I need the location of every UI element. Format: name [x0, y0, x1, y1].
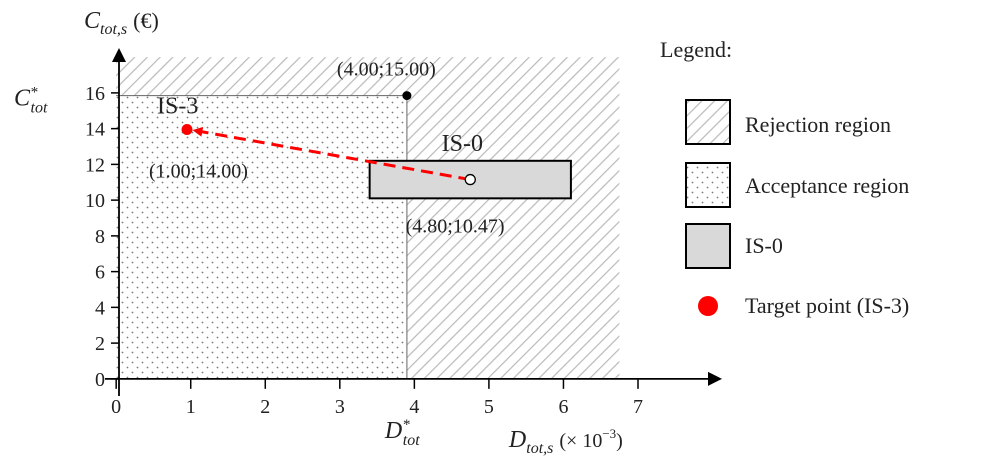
red-dashed-arrow [192, 126, 471, 182]
y-tick-label: 10 [85, 190, 105, 212]
data-point [464, 173, 476, 186]
point-label-hollow: (4.80;10.47) [406, 215, 505, 237]
x-tick-label: 7 [633, 396, 643, 418]
y-tick-label: 12 [85, 154, 105, 176]
x-tick-label: 0 [111, 396, 121, 418]
is0-label: IS-0 [442, 131, 483, 157]
x-tick-label: 5 [484, 396, 494, 418]
legend-swatch-is0 [685, 223, 731, 269]
legend-item-target-point: Target point (IS-3) [745, 293, 909, 318]
legend: Legend: Rejection region Acceptance regi… [660, 37, 909, 318]
y-tick-label: 4 [95, 297, 105, 319]
legend-item-acceptance: Acceptance region [745, 173, 909, 198]
y-tick-label: 8 [95, 226, 105, 248]
is3-label: IS-3 [157, 94, 198, 120]
legend-swatch-acceptance [685, 162, 731, 208]
point-label-black: (4.00;15.00) [337, 59, 436, 81]
x-tick-label: 4 [409, 396, 419, 418]
data-point [181, 124, 193, 136]
ticks [111, 92, 639, 389]
x-tick-label: 6 [558, 396, 568, 418]
y-axis-label: Ctot,s (€) [84, 8, 159, 38]
legend-item-is0: IS-0 [745, 233, 783, 258]
x-tick-label: 2 [260, 396, 270, 418]
point-label-red: (1.00;14.00) [149, 161, 248, 183]
c-star-label: C* tot [14, 85, 48, 117]
y-tick-label: 6 [95, 262, 105, 284]
y-tick-label: 16 [85, 83, 105, 105]
y-tick-label: 0 [95, 369, 105, 391]
legend-item-rejection: Rejection region [745, 112, 891, 137]
x-tick-label: 1 [186, 396, 196, 418]
legend-swatch-target-point [698, 296, 718, 316]
y-tick-label: 2 [95, 333, 105, 355]
legend-swatch-rejection [685, 99, 731, 145]
acceptance-region [116, 95, 407, 379]
x-axis-label: Dtot,s (× 10−3) [508, 426, 623, 457]
legend-title: Legend: [660, 37, 732, 62]
points [181, 91, 476, 186]
x-tick-label: 3 [335, 396, 345, 418]
y-tick-label: 14 [85, 119, 105, 141]
d-star-label: D* tot [384, 417, 420, 449]
data-point [402, 91, 412, 101]
